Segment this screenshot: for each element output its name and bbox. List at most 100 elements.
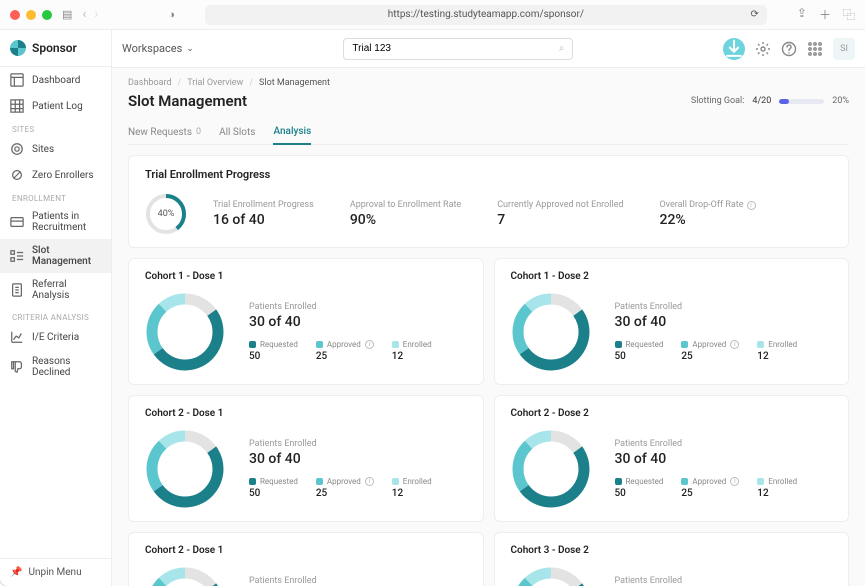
info-icon[interactable]: i xyxy=(730,477,739,486)
cohort-card: Cohort 2 - Dose 1 Patients Enrolled 30 of … xyxy=(128,395,484,522)
summary-title: Trial Enrollment Progress xyxy=(145,168,832,181)
cohort-card: Cohort 2 - Dose 1Patients Enrolled30 of … xyxy=(128,532,484,586)
cohort-title: Cohort 3 - Dose 2 xyxy=(511,545,833,556)
info-icon[interactable]: i xyxy=(747,201,756,210)
cohort-card: Cohort 1 - Dose 1 Patients Enrolled 30 of … xyxy=(128,258,484,385)
cohort-card: Cohort 3 - Dose 2Patients Enrolled30 of … xyxy=(494,532,850,586)
download-button[interactable] xyxy=(723,38,745,60)
breadcrumb: Dashboard/Trial Overview/Slot Management xyxy=(128,78,849,88)
tab-new-requests[interactable]: New Requests0 xyxy=(128,120,201,144)
sidebar-item-slot-management[interactable]: Slot Management xyxy=(0,239,111,273)
search-field[interactable] xyxy=(352,43,558,54)
settings-icon[interactable] xyxy=(755,41,771,57)
thumbdown-icon xyxy=(10,360,24,374)
cohort-donut-chart xyxy=(511,429,591,509)
enrolled-label: Patients Enrolled xyxy=(249,439,432,449)
pin-icon: 📌 xyxy=(10,567,22,578)
tabs: New Requests0 All Slots Analysis xyxy=(128,120,849,145)
tab-analysis[interactable]: Analysis xyxy=(273,120,311,145)
search-input[interactable]: ⌕ xyxy=(343,38,573,60)
cohort-title: Cohort 2 - Dose 1 xyxy=(145,545,467,556)
sidebar: Sponsor DashboardPatient LogSITESSitesZe… xyxy=(0,30,112,586)
metric: Currently Approved not Enrolled7 xyxy=(497,200,623,228)
page-title: Slot Management xyxy=(128,92,247,110)
target-icon xyxy=(10,142,24,156)
brand-name: Sponsor xyxy=(32,41,77,55)
maximize-window[interactable] xyxy=(42,10,52,20)
sidebar-item-zero-enrollers[interactable]: Zero Enrollers xyxy=(0,162,111,188)
grid-icon xyxy=(10,99,24,113)
search-icon: ⌕ xyxy=(559,43,565,54)
info-icon[interactable]: i xyxy=(365,340,374,349)
info-icon[interactable]: i xyxy=(730,340,739,349)
cohort-donut-chart xyxy=(511,292,591,372)
cohort-title: Cohort 2 - Dose 2 xyxy=(511,408,833,419)
brand[interactable]: Sponsor xyxy=(0,30,111,67)
sidebar-item-referral-analysis[interactable]: Referral Analysis xyxy=(0,273,111,307)
metric: Overall Drop-Off Rate i22% xyxy=(659,200,759,228)
sidebar-item-i-e-criteria[interactable]: I/E Criteria xyxy=(0,324,111,350)
enrolled-label: Patients Enrolled xyxy=(615,576,798,586)
enrolled-value: 30 of 40 xyxy=(249,451,432,467)
info-icon[interactable]: i xyxy=(365,477,374,486)
cohort-title: Cohort 1 - Dose 1 xyxy=(145,271,467,282)
enrolled-label: Patients Enrolled xyxy=(249,302,432,312)
breadcrumb-item[interactable]: Trial Overview xyxy=(187,78,243,88)
shield-icon[interactable]: ◑ xyxy=(168,8,175,21)
sidebar-section-label: ENROLLMENT xyxy=(0,188,111,205)
cohort-card: Cohort 1 - Dose 2Patients Enrolled30 of … xyxy=(494,258,850,385)
chevron-down-icon: ⌄ xyxy=(186,44,194,54)
cohort-title: Cohort 1 - Dose 2 xyxy=(511,271,833,282)
cohort-donut-chart xyxy=(145,566,225,586)
browser-chrome: ▤ ‹ › ◑ https://testing.studyteamapp.com… xyxy=(0,0,865,30)
tabs-icon[interactable]: ⿻ xyxy=(843,6,855,23)
card-icon xyxy=(10,215,24,229)
zero-icon xyxy=(10,168,24,182)
url-text: https://testing.studyteamapp.com/sponsor… xyxy=(388,9,584,20)
chart-icon xyxy=(10,330,24,344)
url-bar[interactable]: https://testing.studyteamapp.com/sponsor… xyxy=(205,5,767,25)
cohort-donut-chart xyxy=(145,429,225,509)
window-controls xyxy=(10,10,52,20)
cohort-card: Cohort 2 - Dose 2 Patients Enrolled 30 of … xyxy=(494,395,850,522)
cohort-title: Cohort 2 - Dose 1 xyxy=(145,408,467,419)
back-icon[interactable]: ‹ xyxy=(82,7,86,22)
sidebar-item-sites[interactable]: Sites xyxy=(0,136,111,162)
sidebar-section-label: SITES xyxy=(0,119,111,136)
apps-icon[interactable] xyxy=(807,41,823,57)
topbar: Workspaces ⌄ ⌕ SI xyxy=(112,30,865,68)
metric: Trial Enrollment Progress16 of 40 xyxy=(213,200,314,228)
dashboard-icon xyxy=(10,73,24,87)
reload-icon[interactable]: ⟳ xyxy=(751,9,759,20)
content: Dashboard/Trial Overview/Slot Management… xyxy=(112,68,865,586)
enrolled-label: Patients Enrolled xyxy=(615,302,798,312)
sidebar-item-patient-log[interactable]: Patient Log xyxy=(0,93,111,119)
enrolled-label: Patients Enrolled xyxy=(249,576,432,586)
new-tab-icon[interactable]: ＋ xyxy=(819,6,831,23)
workspace-selector[interactable]: Workspaces ⌄ xyxy=(122,42,194,55)
forward-icon[interactable]: › xyxy=(94,7,98,22)
enrolled-value: 30 of 40 xyxy=(615,451,798,467)
summary-panel: Trial Enrollment Progress 40% Trial Enro… xyxy=(128,155,849,248)
breadcrumb-item[interactable]: Dashboard xyxy=(128,78,172,88)
share-icon[interactable]: ⇪ xyxy=(797,6,807,23)
sidebar-section-label: CRITERIA ANALYSIS xyxy=(0,307,111,324)
metric: Approval to Enrollment Rate90% xyxy=(350,200,461,228)
sidebar-item-patients-in-recruitment[interactable]: Patients in Recruitment xyxy=(0,205,111,239)
sidebar-item-dashboard[interactable]: Dashboard xyxy=(0,67,111,93)
help-icon[interactable] xyxy=(781,41,797,57)
tab-all-slots[interactable]: All Slots xyxy=(219,120,255,144)
progress-ring: 40% xyxy=(145,193,187,235)
cohort-donut-chart xyxy=(511,566,591,586)
enrolled-label: Patients Enrolled xyxy=(615,439,798,449)
enrolled-value: 30 of 40 xyxy=(249,314,432,330)
minimize-window[interactable] xyxy=(26,10,36,20)
user-avatar[interactable]: SI xyxy=(833,38,855,60)
slotting-goal: Slotting Goal: 4/20 20% xyxy=(691,96,849,106)
sidebar-toggle-icon[interactable]: ▤ xyxy=(62,8,72,21)
slots-icon xyxy=(10,249,24,263)
unpin-menu[interactable]: 📌 Unpin Menu xyxy=(0,558,111,586)
doc-icon xyxy=(10,283,24,297)
sidebar-item-reasons-declined[interactable]: Reasons Declined xyxy=(0,350,111,384)
close-window[interactable] xyxy=(10,10,20,20)
